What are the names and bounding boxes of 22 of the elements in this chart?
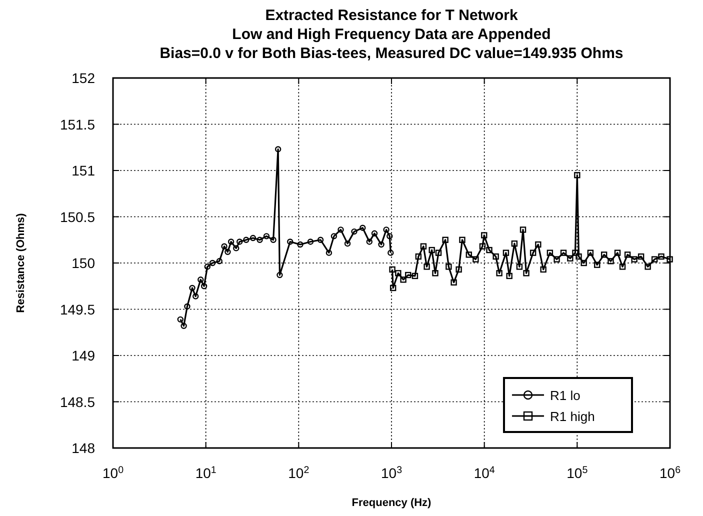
x-tick-label: 10$^{5}$	[566, 464, 588, 481]
y-tick-label: 150.5	[60, 208, 96, 225]
x-tick-label: 10$^{1}$	[195, 464, 216, 481]
x-tick-label: 10$^{4}$	[474, 464, 496, 481]
x-tick-label: 10$^{2}$	[288, 464, 310, 481]
y-axis-title: Resistance (Ohms)	[15, 212, 27, 313]
y-tick-label: 152	[72, 70, 96, 86]
y-tick-label: 148.5	[60, 394, 96, 410]
x-tick-label: 10$^{6}$	[659, 464, 682, 481]
chart-title: Extracted Resistance for T Network	[265, 7, 518, 24]
y-tick-label: 151	[72, 162, 96, 178]
chart-subtitle: Low and High Frequency Data are Appended Bias=0.0 v for Both Bias-tees, Measured DC value=149.935 Ohms	[160, 26, 624, 62]
x-axis-title: Frequency (Hz)	[352, 497, 432, 509]
legend-label: R1 lo	[550, 388, 580, 403]
x-tick-label: 10$^{3}$	[380, 464, 403, 481]
y-tick-label: 148	[72, 440, 96, 456]
legend-label: R1 high	[550, 409, 595, 424]
y-tick-label: 150	[72, 255, 96, 271]
y-tick-label: 149	[72, 348, 96, 364]
x-tick-label: 10$^{0}$	[102, 464, 124, 481]
y-tick-label: 151.5	[60, 116, 96, 132]
y-tick-label: 149.5	[60, 301, 96, 318]
